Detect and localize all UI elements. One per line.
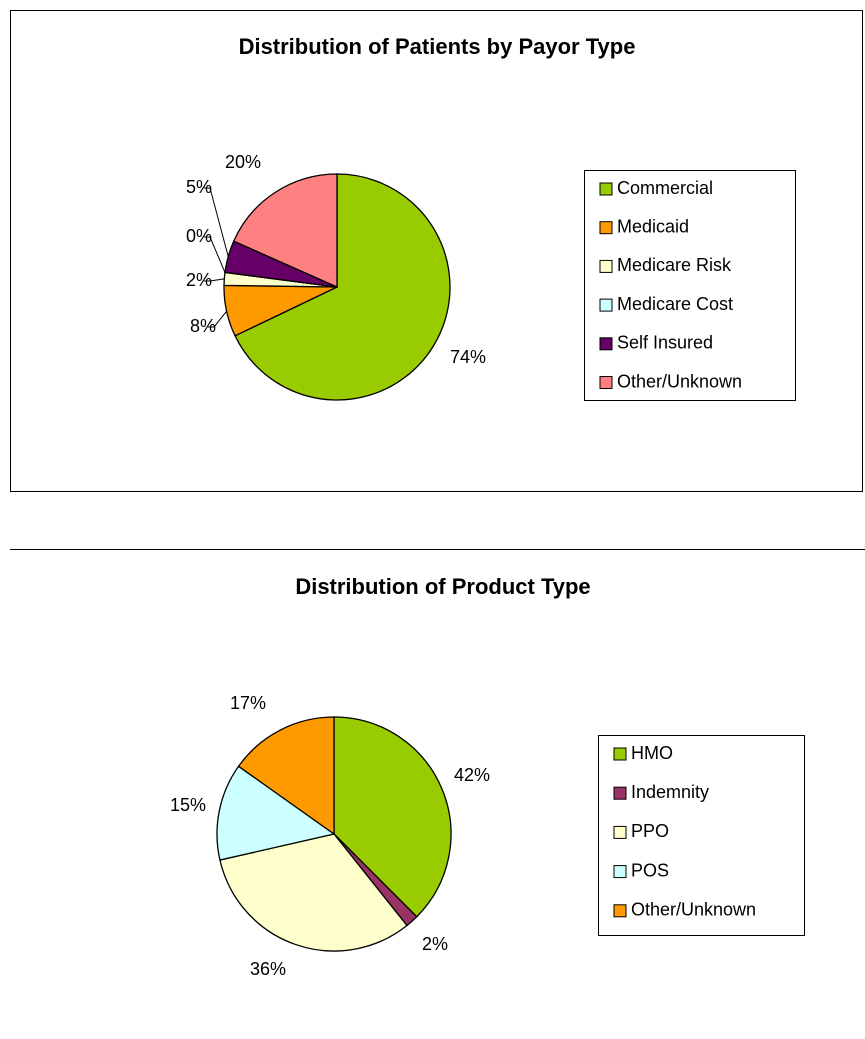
legend-swatch bbox=[613, 904, 627, 918]
leader-line bbox=[208, 310, 228, 328]
data-label: 20% bbox=[225, 152, 261, 172]
data-label: 2% bbox=[186, 270, 212, 290]
legend-swatch bbox=[599, 376, 613, 389]
data-label: 36% bbox=[250, 959, 286, 979]
data-label: 8% bbox=[190, 316, 216, 336]
pie-slice bbox=[219, 833, 408, 952]
legend-swatch bbox=[613, 786, 627, 800]
legend-label: POS bbox=[631, 860, 669, 880]
pie-slice bbox=[232, 173, 338, 288]
chart-title: Distribution of Patients by Payor Type bbox=[239, 34, 636, 59]
legend-label: Self Insured bbox=[617, 333, 713, 353]
leader-line bbox=[204, 236, 226, 273]
legend-label: Other/Unknown bbox=[617, 371, 742, 391]
legend-swatch bbox=[599, 221, 613, 235]
legend-label: PPO bbox=[631, 821, 669, 841]
legend-label: HMO bbox=[631, 743, 673, 763]
legend-label: Indemnity bbox=[631, 782, 709, 802]
leader-line bbox=[204, 278, 225, 282]
data-label: 5% bbox=[186, 177, 212, 197]
data-label: 74% bbox=[450, 347, 486, 367]
pie-slice bbox=[237, 716, 335, 836]
legend-swatch bbox=[599, 259, 613, 273]
legend-swatch bbox=[613, 865, 627, 879]
legend-box bbox=[598, 735, 805, 936]
data-label: 42% bbox=[454, 765, 490, 785]
leader-line bbox=[204, 187, 229, 257]
pie-slice bbox=[216, 765, 336, 861]
legend-swatch bbox=[599, 337, 613, 351]
legend-swatch bbox=[599, 182, 613, 196]
data-label: 15% bbox=[170, 795, 206, 815]
legend-label: Other/Unknown bbox=[631, 900, 756, 920]
legend-label: Medicare Cost bbox=[617, 294, 733, 314]
legend-label: Commercial bbox=[617, 178, 713, 198]
chart-title: Distribution of Product Type bbox=[295, 574, 590, 599]
pie-slice bbox=[333, 716, 452, 918]
legend-label: Medicare Risk bbox=[617, 255, 732, 275]
data-label: 17% bbox=[230, 693, 266, 713]
data-label: 2% bbox=[422, 934, 448, 954]
legend-swatch bbox=[599, 298, 613, 312]
legend-swatch bbox=[613, 747, 627, 761]
legend-swatch bbox=[613, 825, 627, 839]
legend-label: Medicaid bbox=[617, 216, 689, 236]
legend-box bbox=[584, 170, 796, 401]
pie-slice bbox=[234, 173, 451, 401]
data-label: 0% bbox=[186, 226, 212, 246]
chart-frame bbox=[10, 10, 863, 492]
